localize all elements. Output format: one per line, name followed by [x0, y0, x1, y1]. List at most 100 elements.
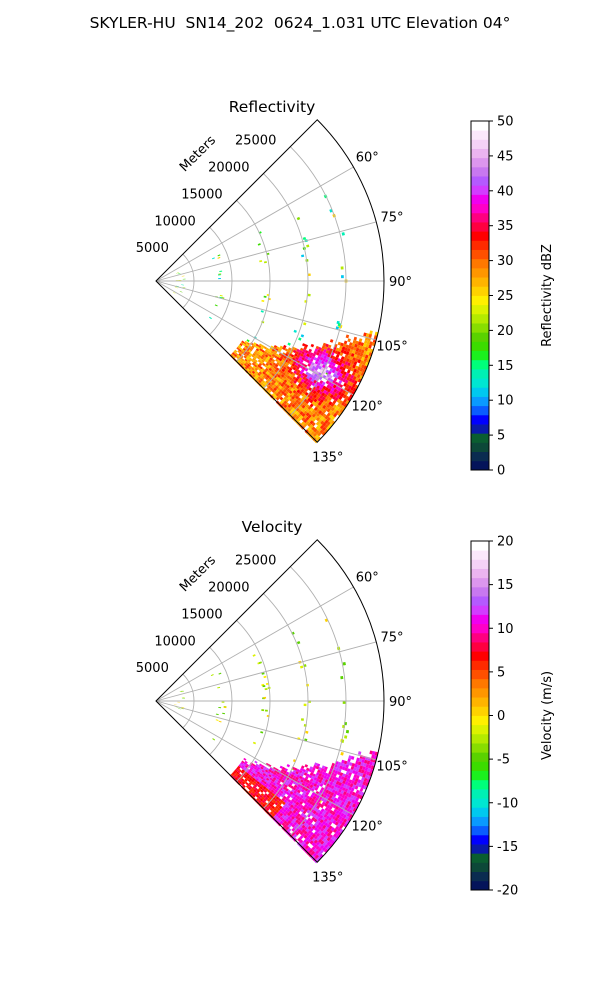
panel-reflectivity: Reflectivity500010000150002000025000Mete…	[136, 98, 555, 479]
colorbar-swatch	[471, 807, 489, 817]
colorbar-swatch	[471, 359, 489, 370]
colorbar-swatch	[471, 586, 489, 597]
r-tick-label: 10000	[154, 634, 195, 649]
colorbar-label: Reflectivity dBZ	[540, 244, 555, 347]
colorbar-swatch	[471, 414, 489, 425]
r-tick-label: 5000	[136, 241, 169, 256]
colorbar-swatch	[471, 577, 489, 588]
colorbar-swatch	[471, 541, 489, 551]
colorbar-swatch	[471, 632, 489, 643]
colorbar-swatch	[471, 378, 489, 388]
colorbar-swatch	[471, 678, 489, 689]
colorbar-swatch	[471, 816, 489, 827]
grid-spoke	[155, 166, 354, 282]
colorbar-swatch	[471, 651, 489, 661]
colorbar-swatch	[471, 139, 489, 149]
colorbar-swatch	[471, 176, 489, 186]
colorbar-tick-label: 5	[497, 429, 505, 444]
colorbar-swatch	[471, 157, 489, 168]
r-tick-label: 25000	[235, 554, 276, 569]
colorbar-tick-label: 0	[497, 464, 505, 479]
r-tick-label: 20000	[208, 581, 249, 596]
colorbar-swatch	[471, 706, 489, 716]
colorbar-swatch	[471, 798, 489, 808]
colorbar-tick-label: 40	[497, 184, 514, 199]
sector-outline	[155, 539, 385, 863]
colorbar-swatch	[471, 341, 489, 352]
colorbar-swatch	[471, 844, 489, 854]
theta-tick-label: 60°	[356, 571, 379, 586]
colorbar-tick-label: 25	[497, 289, 514, 304]
colorbar-swatch	[471, 130, 489, 140]
theta-tick-label: 135°	[312, 451, 343, 466]
echo-field	[172, 194, 379, 444]
theta-tick-label: 90°	[389, 695, 412, 710]
colorbar-swatch	[471, 642, 489, 652]
colorbar-swatch	[471, 550, 489, 560]
colorbar-swatch	[471, 605, 489, 615]
colorbar-swatch	[471, 405, 489, 416]
colorbar-swatch	[471, 424, 489, 434]
colorbar-swatch	[471, 332, 489, 342]
r-tick-label: 25000	[235, 134, 276, 149]
theta-tick-label: 75°	[381, 631, 404, 646]
colorbar-tick-label: 45	[497, 149, 514, 164]
colorbar-swatch	[471, 752, 489, 762]
colorbar-swatch	[471, 387, 489, 397]
sector-outline	[155, 119, 385, 443]
colorbar-swatch	[471, 862, 489, 873]
colorbar-swatch	[471, 871, 489, 882]
colorbar-swatch	[471, 596, 489, 606]
colorbar-swatch	[471, 451, 489, 462]
colorbar-swatch	[471, 623, 489, 634]
r-tick-label: 15000	[181, 187, 222, 202]
colorbar-swatch	[471, 724, 489, 735]
colorbar-swatch	[471, 761, 489, 772]
colorbar-swatch	[471, 350, 489, 361]
colorbar-swatch	[471, 697, 489, 707]
theta-tick-label: 120°	[352, 819, 383, 834]
colorbar-tick-label: 35	[497, 219, 514, 234]
colorbar-swatch	[471, 203, 489, 214]
colorbar-swatch	[471, 853, 489, 863]
colorbar-swatch	[471, 779, 489, 790]
colorbar-swatch	[471, 880, 489, 891]
colorbar-tick-label: -15	[497, 840, 518, 855]
colorbar-swatch	[471, 433, 489, 443]
colorbar-swatch	[471, 715, 489, 726]
colorbar-label: Velocity (m/s)	[540, 671, 555, 760]
colorbar-tick-label: -5	[497, 753, 510, 768]
colorbar-swatch	[471, 231, 489, 241]
colorbar-swatch	[471, 121, 489, 131]
theta-tick-label: 105°	[376, 759, 407, 774]
colorbar-tick-label: 5	[497, 665, 505, 680]
theta-tick-label: 135°	[312, 871, 343, 886]
colorbar-swatch	[471, 442, 489, 453]
colorbar-swatch	[471, 368, 489, 379]
colorbar-swatch	[471, 687, 489, 698]
colorbar-swatch	[471, 460, 489, 471]
panel-title: Velocity	[242, 518, 303, 536]
colorbar-swatch	[471, 733, 489, 744]
colorbar: -20 -15 -10 -5 0 5 10 15 20 Velocity (m/s)	[470, 535, 555, 899]
colorbar-swatch	[471, 660, 489, 670]
colorbar-swatch	[471, 304, 489, 315]
colorbar-tick-label: 0	[497, 709, 505, 724]
r-tick-label: 20000	[208, 161, 249, 176]
grid-spoke	[155, 280, 377, 341]
colorbar-tick-label: 30	[497, 254, 514, 269]
colorbar-swatch	[471, 194, 489, 205]
theta-tick-label: 105°	[376, 339, 407, 354]
colorbar-swatch	[471, 825, 489, 836]
colorbar-swatch	[471, 568, 489, 579]
grid-spoke	[155, 280, 354, 396]
colorbar-swatch	[471, 834, 489, 845]
grid-spoke	[155, 700, 354, 816]
colorbar-swatch	[471, 770, 489, 781]
colorbar-swatch	[471, 148, 489, 159]
panel-title: Reflectivity	[229, 98, 316, 116]
colorbar-tick-label: 15	[497, 359, 514, 374]
